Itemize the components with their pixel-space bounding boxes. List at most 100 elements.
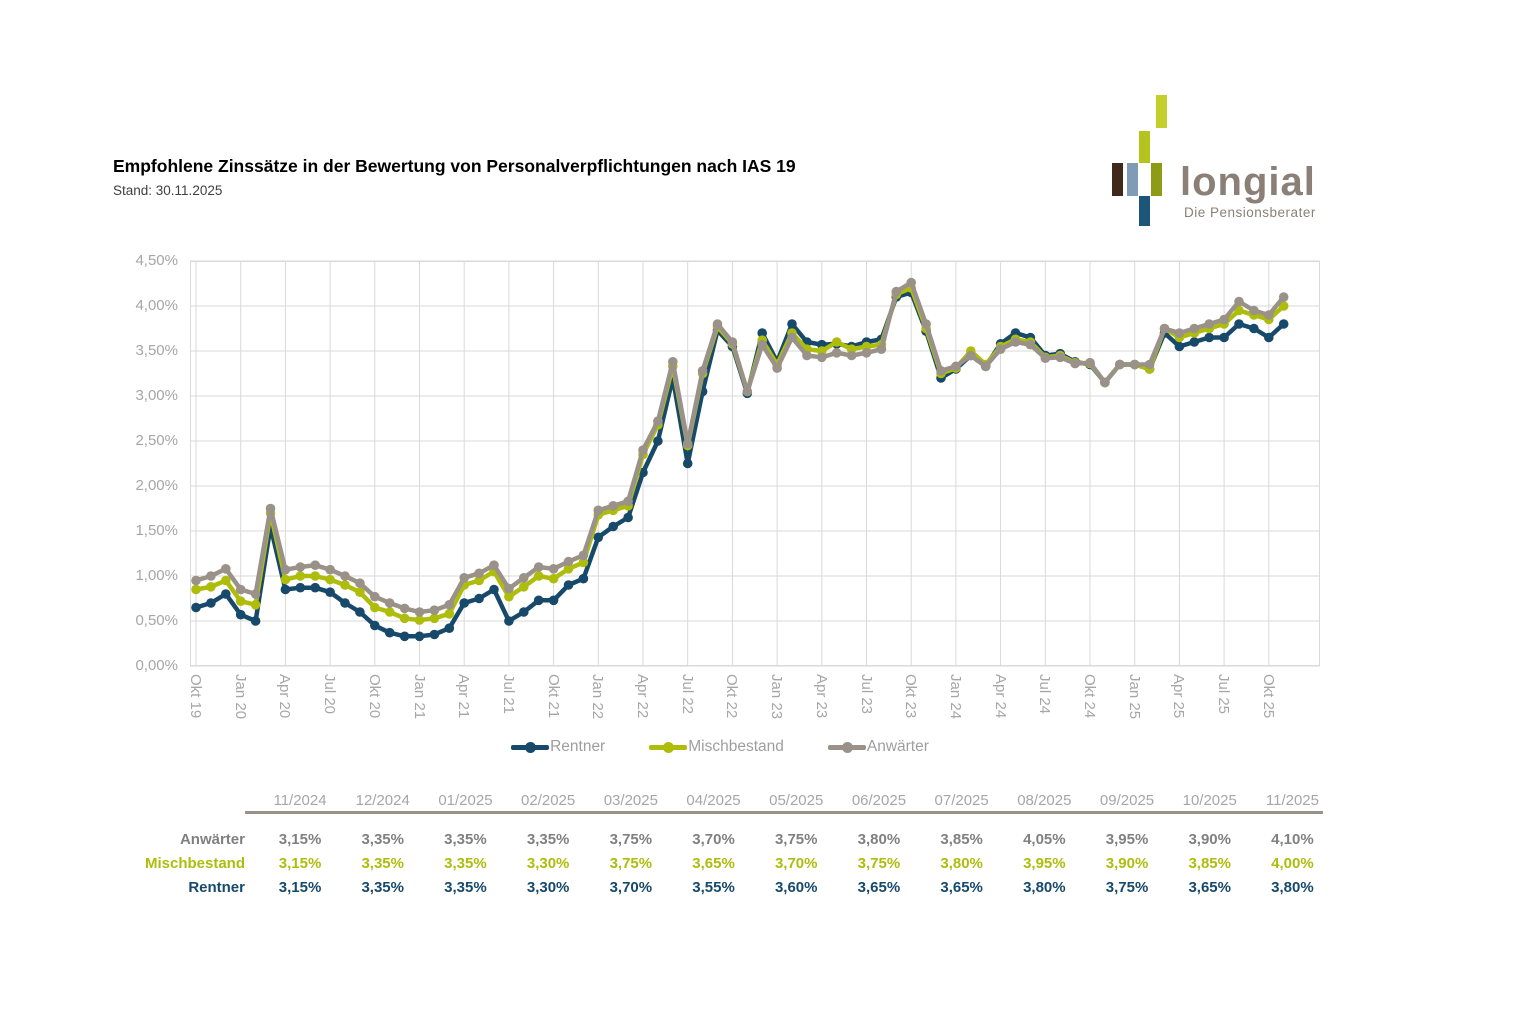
data-point-mischbestand bbox=[206, 582, 216, 592]
data-point-anwärter bbox=[1040, 353, 1051, 363]
table-column-header: 09/2025 bbox=[1099, 792, 1155, 809]
data-point-anwärter bbox=[206, 571, 216, 581]
legend-line-marker-icon bbox=[827, 737, 866, 757]
data-point-anwärter bbox=[340, 571, 350, 581]
table-cell: 3,95% bbox=[1105, 831, 1149, 848]
table-column-header: 11/2025 bbox=[1265, 792, 1319, 809]
data-point-anwärter bbox=[966, 350, 976, 361]
logo-bar-steel-blue bbox=[1127, 163, 1138, 196]
y-axis-label: 2,00% bbox=[135, 477, 178, 494]
data-point-mischbestand bbox=[563, 564, 574, 574]
table-cell: 3,35% bbox=[361, 855, 404, 872]
x-axis-label: Apr 25 bbox=[1170, 674, 1188, 719]
data-point-rentner bbox=[1204, 332, 1214, 343]
table-cell: 3,55% bbox=[692, 879, 735, 896]
data-point-mischbestand bbox=[384, 607, 395, 617]
data-point-anwärter bbox=[310, 560, 320, 570]
data-point-rentner bbox=[295, 582, 306, 593]
data-point-anwärter bbox=[1159, 323, 1170, 334]
x-axis-label: Jan 21 bbox=[410, 674, 428, 720]
table-row-label: Mischbestand bbox=[144, 855, 245, 872]
page-title: Empfohlene Zinssätze in der Bewertung vo… bbox=[113, 156, 796, 176]
table-cell: 3,35% bbox=[444, 831, 487, 848]
data-point-anwärter bbox=[861, 348, 872, 358]
data-point-rentner bbox=[504, 616, 514, 626]
data-point-anwärter bbox=[1174, 328, 1185, 338]
x-axis-label: Jul 22 bbox=[678, 674, 696, 715]
data-point-anwärter bbox=[787, 332, 797, 343]
table-cell: 3,65% bbox=[1188, 879, 1231, 896]
data-point-mischbestand bbox=[414, 615, 425, 625]
data-point-mischbestand bbox=[533, 571, 544, 581]
table-column-header: 08/2025 bbox=[1017, 792, 1072, 809]
x-axis-label: Okt 22 bbox=[723, 674, 741, 719]
data-point-anwärter bbox=[250, 589, 261, 599]
data-point-anwärter bbox=[429, 605, 440, 615]
table-cell: 3,75% bbox=[857, 855, 901, 872]
table-column-header: 02/2025 bbox=[521, 792, 576, 809]
data-point-rentner bbox=[250, 616, 261, 626]
series-line-anwärter bbox=[193, 280, 1286, 615]
data-point-rentner bbox=[757, 328, 767, 338]
x-axis-label: Jul 21 bbox=[499, 674, 517, 715]
table-cell: 3,35% bbox=[361, 879, 404, 896]
data-point-anwärter bbox=[697, 366, 708, 376]
x-axis-label: Okt 19 bbox=[187, 674, 204, 719]
data-point-anwärter bbox=[370, 591, 380, 602]
table-cell: 4,10% bbox=[1271, 831, 1314, 848]
data-point-rentner bbox=[623, 512, 633, 523]
data-point-rentner bbox=[429, 629, 440, 640]
data-point-anwärter bbox=[802, 350, 812, 361]
data-point-anwärter bbox=[831, 348, 842, 358]
data-point-mischbestand bbox=[399, 613, 410, 624]
logo-bar-chartreuse-mid bbox=[1139, 131, 1150, 163]
x-axis-label: Apr 21 bbox=[455, 674, 473, 719]
data-point-anwärter bbox=[817, 352, 827, 363]
table-cell: 4,05% bbox=[1023, 831, 1066, 848]
data-point-rentner bbox=[459, 598, 470, 608]
data-point-anwärter bbox=[1189, 323, 1200, 334]
table-cell: 3,75% bbox=[1105, 879, 1149, 896]
table-column-header: 01/2025 bbox=[438, 792, 493, 809]
data-point-rentner bbox=[221, 589, 231, 599]
data-point-anwärter bbox=[1025, 339, 1036, 350]
x-axis-label: Jul 25 bbox=[1215, 674, 1233, 715]
table-cell: 3,35% bbox=[444, 879, 487, 896]
table-column-header: 07/2025 bbox=[934, 792, 989, 809]
x-axis-label: Apr 23 bbox=[812, 674, 830, 719]
legend-item-anwärter: Anwärter bbox=[827, 737, 929, 757]
data-point-rentner bbox=[1264, 332, 1274, 343]
data-point-anwärter bbox=[489, 560, 499, 570]
data-point-anwärter bbox=[221, 564, 231, 574]
data-point-mischbestand bbox=[280, 574, 291, 585]
y-axis-label: 2,50% bbox=[135, 432, 178, 449]
data-point-anwärter bbox=[995, 344, 1006, 354]
data-point-anwärter bbox=[474, 568, 484, 579]
table-cell: 4,00% bbox=[1271, 855, 1314, 872]
legend-line-marker-icon bbox=[511, 737, 550, 757]
legend-label: Rentner bbox=[550, 738, 606, 755]
data-point-anwärter bbox=[980, 361, 991, 372]
table-cell: 3,80% bbox=[1023, 879, 1066, 896]
table-row-anwaerter: Anwärter 3,15% 3,35% 3,35% 3,35% 3,75% 3,70% 3,… bbox=[0, 828, 1536, 852]
table-cell: 3,90% bbox=[1105, 855, 1149, 872]
table-cell: 3,70% bbox=[692, 831, 735, 848]
data-point-anwärter bbox=[280, 564, 291, 575]
data-point-anwärter bbox=[668, 357, 678, 367]
data-point-rentner bbox=[1189, 337, 1200, 347]
x-axis-label: Jan 22 bbox=[589, 674, 607, 720]
table-cell: 3,80% bbox=[940, 855, 983, 872]
data-point-rentner bbox=[325, 587, 335, 597]
table-cell: 3,75% bbox=[609, 855, 653, 872]
data-point-mischbestand bbox=[221, 575, 231, 586]
data-point-anwärter bbox=[772, 363, 782, 373]
data-point-anwärter bbox=[325, 564, 335, 575]
table-cell: 3,60% bbox=[774, 879, 818, 896]
data-point-anwärter bbox=[191, 575, 201, 586]
series-line-mischbestand bbox=[193, 285, 1286, 623]
data-point-rentner bbox=[489, 584, 499, 595]
data-point-anwärter bbox=[1085, 357, 1095, 368]
data-point-anwärter bbox=[399, 603, 410, 614]
x-axis-label: Okt 20 bbox=[365, 674, 383, 719]
data-point-rentner bbox=[235, 609, 246, 620]
